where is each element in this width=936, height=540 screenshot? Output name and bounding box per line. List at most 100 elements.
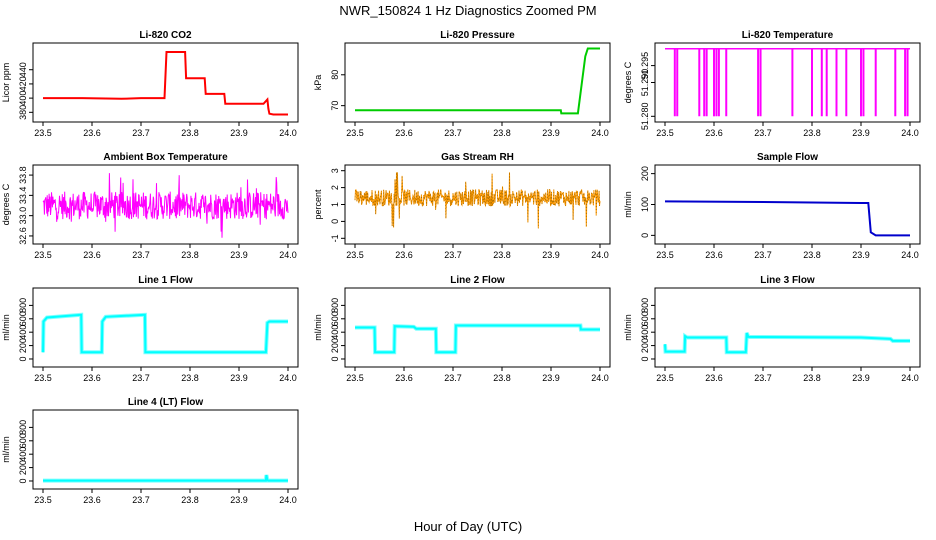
x-tick-label: 23.5 [656,128,674,138]
y-tick-label: 400 [18,447,28,462]
series-band [41,312,288,355]
x-tick-label: 24.0 [279,495,297,505]
series-line [42,173,289,238]
x-tick-label: 23.8 [181,373,199,383]
y-tick-label: 1 [330,202,340,207]
y-tick-label: 600 [330,311,340,326]
x-tick-label: 23.6 [395,128,413,138]
plot-frame [654,42,921,123]
plot-frame [344,287,611,368]
y-tick-label: 600 [640,311,650,326]
x-tick-label: 24.0 [901,373,919,383]
x-tick-label: 24.0 [591,373,609,383]
panel-line2: Line 2 Flow 23.5 23.6 23.7 23.8 23.9 24.0 0 2004… [313,275,611,383]
y-axis-label: percent [313,189,323,220]
y-axis-label: ml/min [623,314,633,341]
x-tick-label: 23.5 [656,250,674,260]
series-dots [354,172,601,229]
x-tick-label: 23.5 [656,373,674,383]
plot-frame [32,164,299,245]
plot-frame [32,42,299,123]
x-tick-label: 24.0 [279,373,297,383]
y-axis-label: degrees C [1,183,11,225]
panel-title: Sample Flow [757,152,818,163]
y-tick-label: 70 [330,101,340,111]
x-tick-label: 23.8 [181,495,199,505]
x-tick-label: 23.5 [346,128,364,138]
panel-title: Li-820 CO2 [139,30,192,41]
x-tick-label: 23.6 [83,373,101,383]
x-tick-label: 23.6 [395,250,413,260]
x-tick-label: 23.8 [803,128,821,138]
x-tick-label: 23.7 [754,373,772,383]
plot-frame [654,164,921,245]
series-line [43,51,288,116]
panel-title: Line 4 (LT) Flow [128,397,204,408]
panel-temperature: Li-820 Temperature 23.5 23.6 23.7 23.8 23.9 24… [623,30,921,138]
x-tick-label: 23.7 [444,128,462,138]
x-tick-label: 23.6 [705,250,723,260]
x-tick-label: 23.9 [852,373,870,383]
x-tick-label: 23.5 [34,128,52,138]
x-tick-label: 23.7 [754,128,772,138]
x-tick-label: 23.5 [34,250,52,260]
series-band [663,332,910,355]
y-tick-label: 0 [640,356,650,361]
series-line [355,324,600,354]
x-tick-label: 23.7 [754,250,772,260]
x-tick-label: 23.9 [542,250,560,260]
panel-co2: Li-820 CO2 23.5 23.6 23.7 23.8 23.9 24.0 380400… [1,30,299,138]
panel-title: Line 2 Flow [450,275,505,286]
y-tick-label: 200 [640,166,650,181]
y-tick-label: 600 [18,433,28,448]
y-tick-label: 200 [18,338,28,353]
x-tick-label: 23.9 [852,128,870,138]
y-tick-label: 440 [18,62,28,77]
y-tick-label: 33.8 [18,166,28,184]
y-axis-label: Licor ppm [1,63,11,103]
x-tick-label: 23.8 [493,250,511,260]
x-tick-label: 23.6 [705,128,723,138]
y-tick-label: 400 [330,325,340,340]
y-tick-label: 380 [18,105,28,120]
y-tick-label: 33.0 [18,207,28,225]
y-tick-label: 800 [330,298,340,313]
plot-frame [344,42,611,123]
plot-frame [32,287,299,368]
x-tick-label: 23.8 [493,373,511,383]
x-tick-label: 23.9 [542,373,560,383]
y-tick-label: 2 [330,185,340,190]
x-tick-label: 23.8 [181,128,199,138]
y-tick-label: 200 [640,338,650,353]
y-tick-label: 33.4 [18,187,28,205]
panel-title: Gas Stream RH [441,152,514,163]
x-tick-label: 23.9 [230,250,248,260]
y-tick-label: 800 [640,298,650,313]
x-tick-label: 23.9 [230,128,248,138]
y-tick-label: 200 [18,460,28,475]
x-tick-label: 23.8 [181,250,199,260]
x-tick-label: 23.8 [493,128,511,138]
x-tick-label: 23.7 [132,250,150,260]
panel-line4: Line 4 (LT) Flow 23.5 23.6 23.7 23.8 23.9 24.0… [1,397,299,505]
x-tick-label: 23.5 [346,250,364,260]
y-tick-label: 400 [640,325,650,340]
x-tick-label: 23.6 [705,373,723,383]
y-tick-label: 100 [640,197,650,212]
x-tick-label: 23.6 [83,128,101,138]
x-tick-label: 24.0 [901,250,919,260]
y-tick-label: 51.290 [640,69,650,97]
y-tick-label: 200 [330,338,340,353]
x-tick-label: 24.0 [279,250,297,260]
x-tick-label: 23.7 [444,373,462,383]
y-tick-label: 0 [640,233,650,238]
panel-title: Li-820 Temperature [742,30,834,41]
panel-title: Line 1 Flow [138,275,193,286]
panel-line3: Line 3 Flow 23.5 23.6 23.7 23.8 23.9 24.0 0 2004… [623,275,921,383]
panel-title: Line 3 Flow [760,275,815,286]
y-axis-label: ml/min [1,436,11,463]
series-line [355,47,600,115]
y-tick-label: 400 [18,325,28,340]
x-tick-label: 24.0 [591,128,609,138]
